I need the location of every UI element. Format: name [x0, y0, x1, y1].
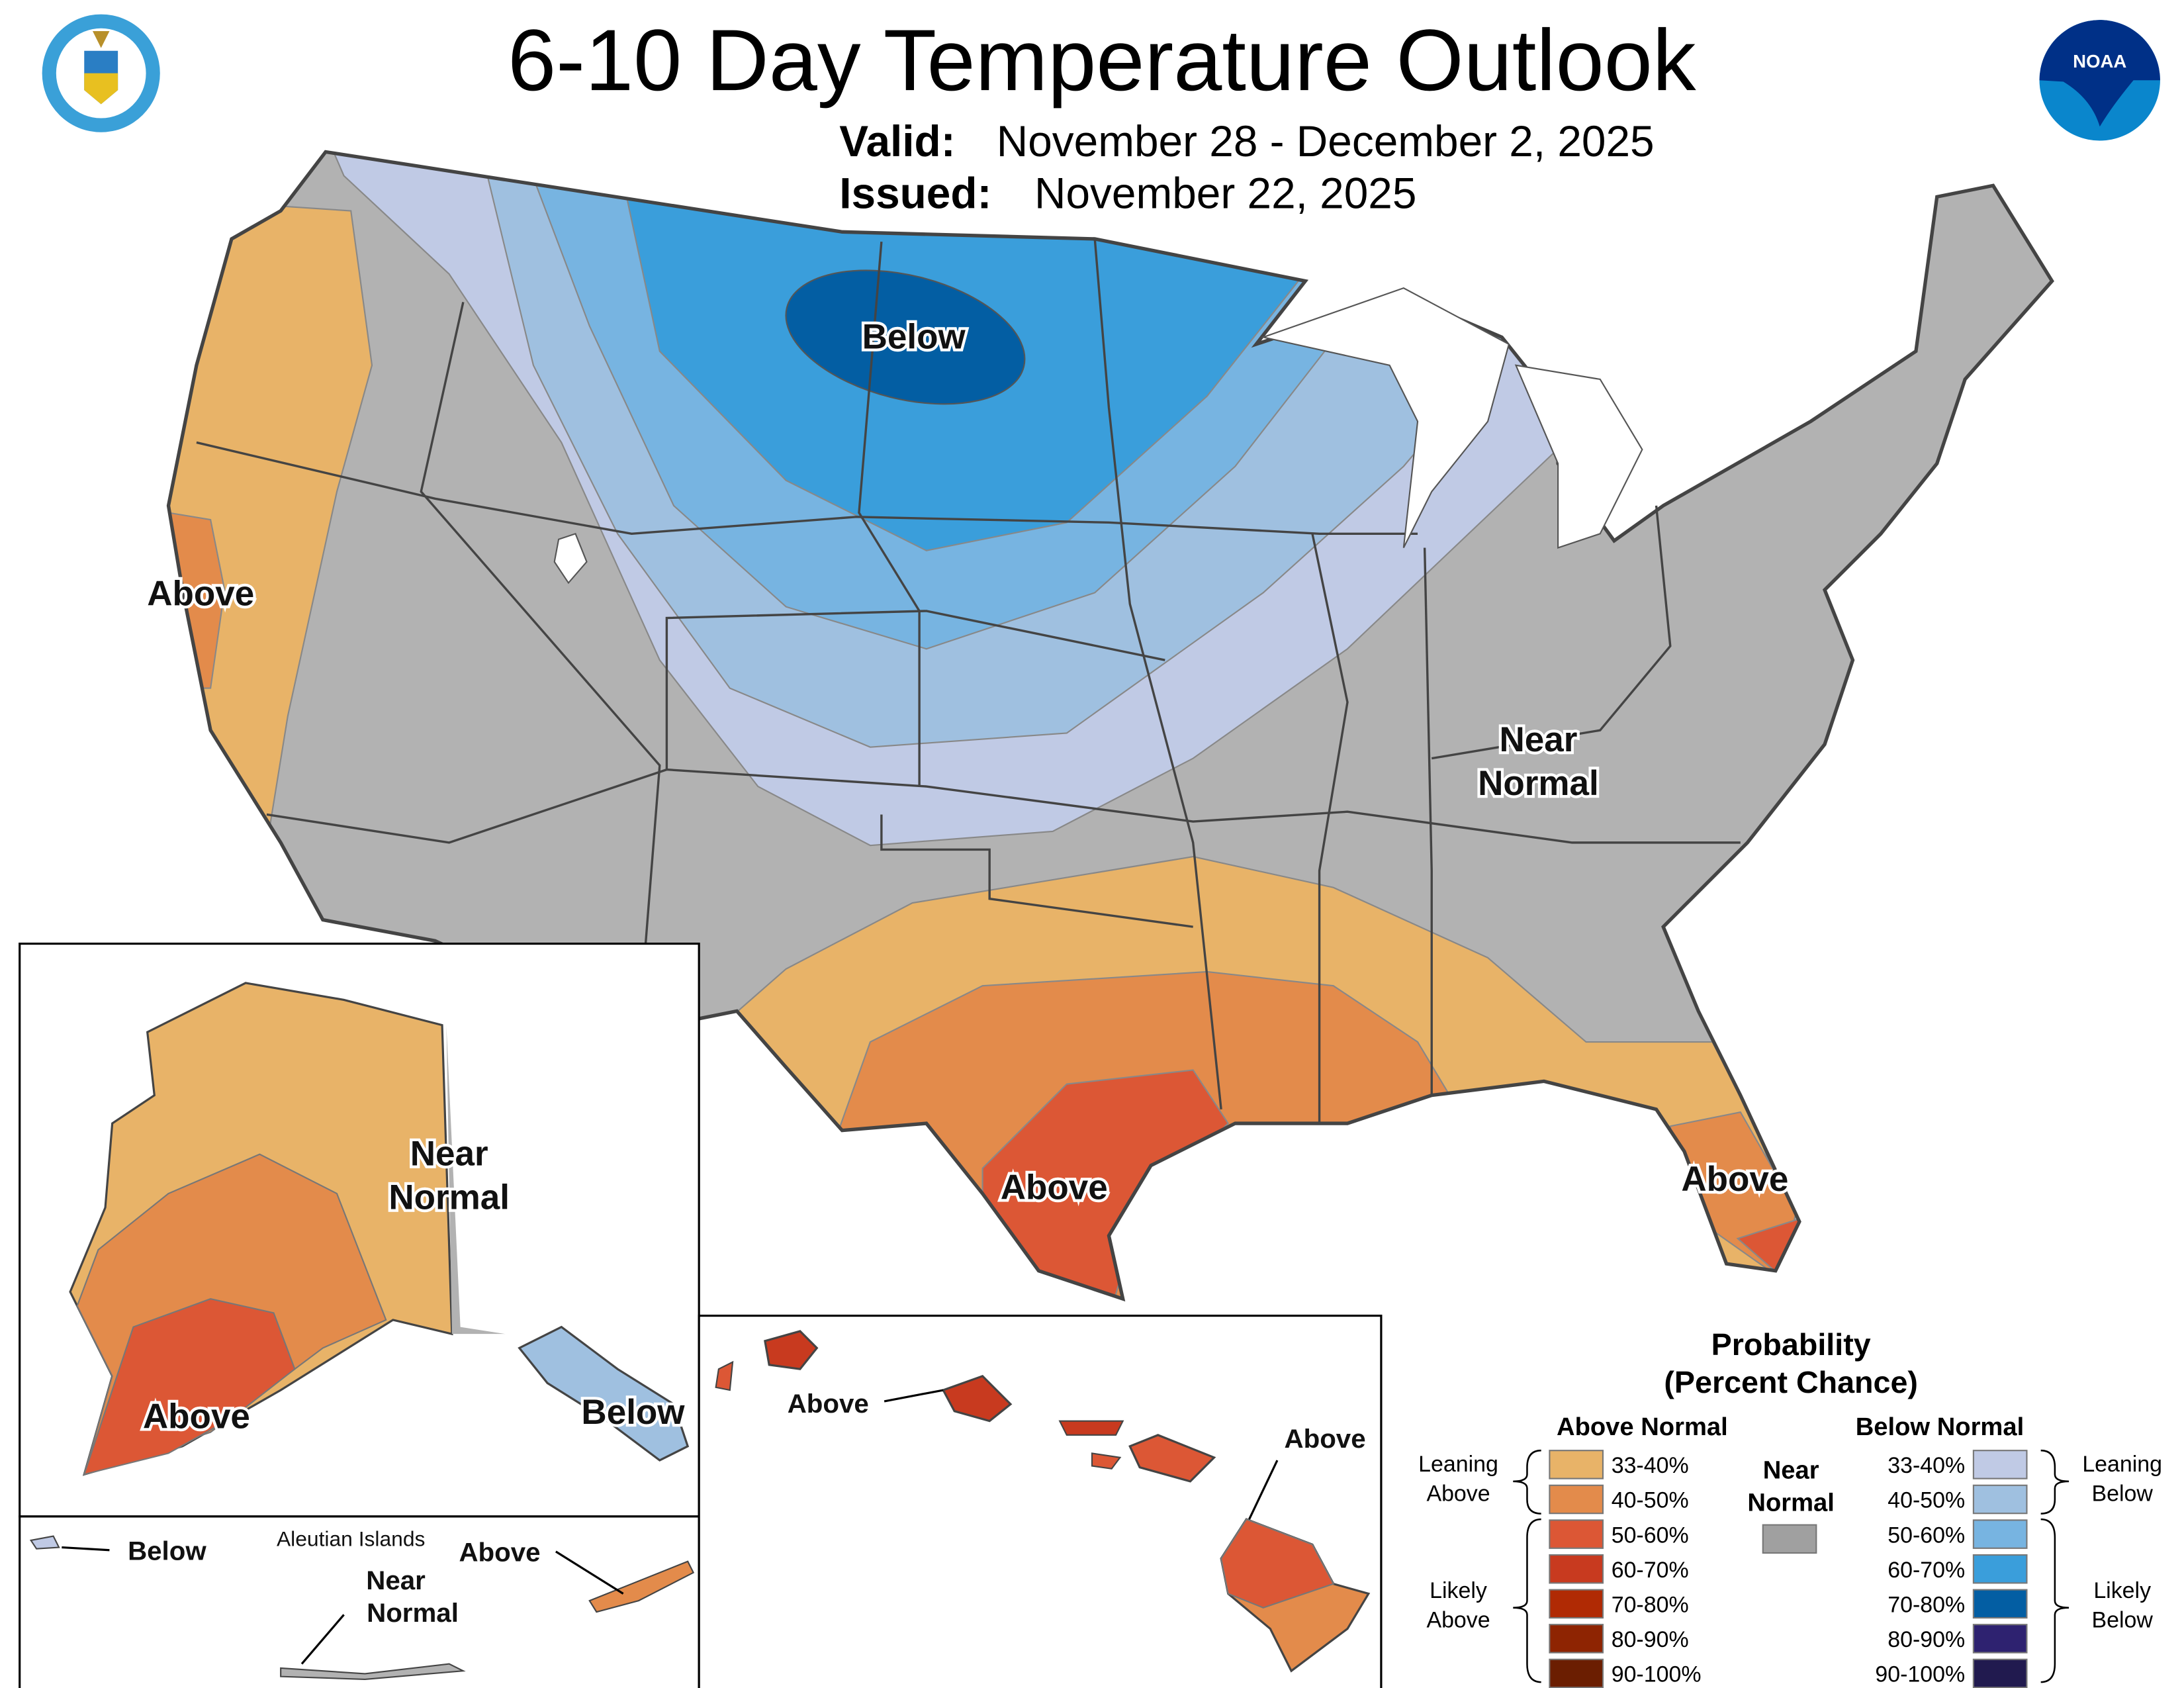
aleutian-label-near-2: Normal [367, 1598, 459, 1628]
label-above-florida: Above [1681, 1160, 1788, 1199]
alaska-above-50-60 [83, 1298, 296, 1476]
hi-label-above-oahu: Above [788, 1389, 869, 1419]
legend-above-range: 70-80% [1612, 1593, 1689, 1618]
label-below-north: Below [862, 317, 966, 356]
alaska-below-panhandle [518, 1325, 690, 1462]
legend-near-1: Near [1763, 1456, 1819, 1485]
legend-above-swatch [1549, 1589, 1604, 1619]
legend-above-range: 90-100% [1612, 1662, 1702, 1687]
state-borders [196, 238, 1741, 1124]
aleutians-inset: Below Aleutian Islands Near Normal Above [19, 1515, 700, 1688]
label-above-texas: Above [1001, 1168, 1108, 1207]
legend-below-swatch [1972, 1450, 2028, 1479]
legend-above-range: 50-60% [1612, 1523, 1689, 1548]
legend-below-range: 50-60% [1888, 1523, 1965, 1548]
noaa-logo: NOAA [2039, 20, 2160, 141]
legend-likely-above-2: Above [1426, 1607, 1490, 1632]
legend-above-swatch [1549, 1658, 1604, 1688]
lake-michigan-huron [1514, 364, 1643, 549]
ak-label-above: Above [143, 1397, 250, 1436]
issued-label: Issued: [839, 168, 991, 217]
ak-label-near-2: Normal [388, 1178, 510, 1217]
legend-below-range: 80-90% [1888, 1627, 1965, 1652]
legend-title-2: (Percent Chance) [1664, 1365, 1918, 1399]
legend-below-swatch [1972, 1658, 2028, 1688]
legend-below-swatch [1972, 1484, 2028, 1515]
legend-above-swatch [1549, 1484, 1604, 1515]
legend: Probability (Percent Chance) Above Norma… [1418, 1327, 2162, 1688]
commerce-seal-logo [42, 14, 160, 132]
alaska-near-normal-strip [446, 1025, 506, 1335]
great-salt-lake [553, 532, 588, 585]
legend-likely-below-1: Likely [2093, 1578, 2151, 1603]
legend-leaning-above-2: Above [1426, 1481, 1490, 1507]
legend-above-range: 80-90% [1612, 1627, 1689, 1652]
legend-title-1: Probability [1711, 1327, 1871, 1362]
legend-below-swatch [1972, 1589, 2028, 1619]
legend-above-items: 33-40% 40-50% 50-60% 60-70% 70-80% 80-90% 90-1… [1549, 1450, 1702, 1688]
legend-above-swatch [1549, 1554, 1604, 1584]
aleutian-title: Aleutian Islands [277, 1526, 426, 1550]
legend-below-range: 33-40% [1888, 1453, 1965, 1478]
legend-below-range: 60-70% [1888, 1558, 1965, 1583]
label-near-normal-1: Near [1499, 720, 1577, 759]
legend-near-2: Normal [1747, 1488, 1834, 1517]
conus-outline [166, 150, 2054, 1302]
issued-date: November 22, 2025 [1034, 168, 1416, 217]
legend-below-range: 40-50% [1888, 1488, 1965, 1513]
legend-above-range: 33-40% [1612, 1453, 1689, 1478]
legend-below-swatch [1972, 1519, 2028, 1549]
legend-near-swatch [1762, 1524, 1817, 1554]
below-70-80 [785, 269, 1026, 405]
legend-leaning-above-1: Leaning [1418, 1452, 1498, 1477]
label-above-west: Above [147, 574, 254, 613]
legend-below-items: 33-40% 40-50% 50-60% 60-70% 70-80% 80-90% 90-1… [1875, 1450, 2028, 1688]
legend-likely-above-1: Likely [1430, 1578, 1487, 1603]
legend-above-swatch [1549, 1519, 1604, 1549]
legend-above-range: 60-70% [1612, 1558, 1689, 1583]
valid-dates: November 28 - December 2, 2025 [997, 117, 1655, 165]
legend-leaning-below-2: Below [2091, 1481, 2153, 1507]
aleutian-label-near-1: Near [366, 1566, 426, 1595]
legend-below-swatch [1972, 1554, 2028, 1584]
svg-text:NOAA: NOAA [2073, 51, 2126, 71]
hawaii-inset: Above Above [698, 1315, 1383, 1688]
legend-below-range: 70-80% [1888, 1593, 1965, 1618]
aleutian-label-above: Above [459, 1538, 540, 1568]
hi-label-above-big-island: Above [1285, 1424, 1366, 1454]
legend-above-header: Above Normal [1557, 1413, 1728, 1441]
legend-below-swatch [1972, 1624, 2028, 1654]
great-lakes [1260, 287, 1510, 548]
legend-above-range: 40-50% [1612, 1488, 1689, 1513]
ak-label-near-1: Near [410, 1135, 488, 1174]
valid-label: Valid: [839, 117, 955, 165]
ak-label-below: Below [581, 1393, 685, 1432]
aleutian-label-below: Below [128, 1536, 206, 1566]
legend-likely-below-2: Below [2091, 1607, 2153, 1632]
legend-below-range: 90-100% [1875, 1662, 1965, 1687]
page-title: 6-10 Day Temperature Outlook [508, 11, 1696, 109]
legend-below-header: Below Normal [1856, 1413, 2024, 1441]
alaska-inset: Near Normal Above Below [19, 942, 700, 1518]
legend-above-swatch [1549, 1624, 1604, 1654]
legend-above-swatch [1549, 1450, 1604, 1479]
label-near-normal-2: Normal [1478, 764, 1599, 803]
legend-leaning-below-1: Leaning [2082, 1452, 2162, 1477]
